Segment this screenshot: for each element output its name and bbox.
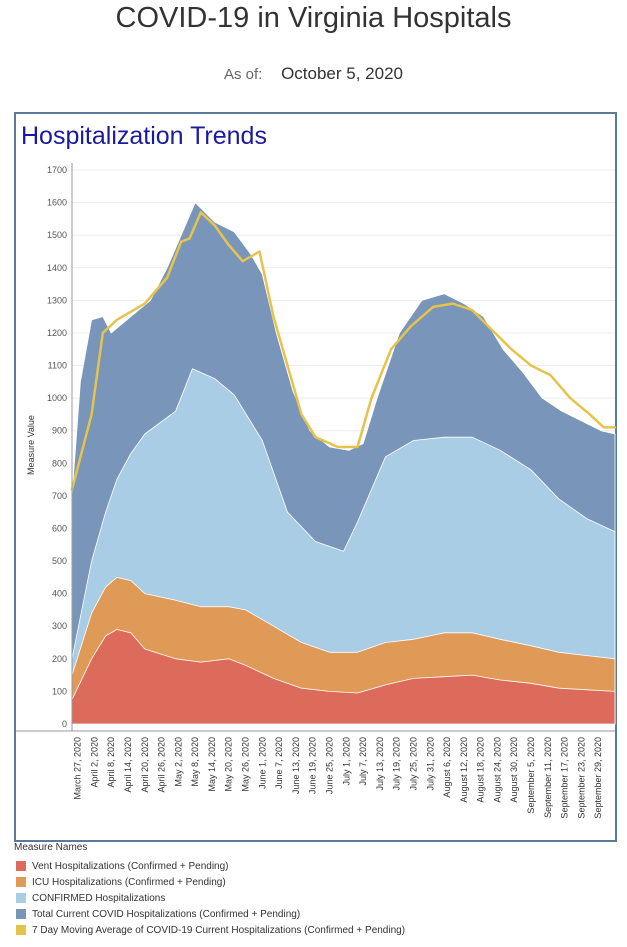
y-tick-label: 1700	[47, 165, 67, 175]
x-tick-label: June 13, 2020	[291, 737, 301, 794]
y-tick-label: 1300	[47, 295, 67, 305]
x-tick-label: August 12, 2020	[459, 737, 469, 803]
y-axis-ticks: 0 100 200 300 400 500 600 700 800 900 1000 1100 1200…	[47, 165, 67, 729]
x-tick-label: June 7, 2020	[274, 737, 284, 789]
x-tick-label: July 31, 2020	[425, 737, 435, 791]
y-tick-label: 600	[52, 523, 67, 533]
x-tick-label: August 24, 2020	[492, 737, 502, 803]
legend-item[interactable]: 7 Day Moving Average of COVID-19 Current…	[14, 922, 614, 938]
x-tick-label: August 30, 2020	[509, 737, 519, 803]
y-tick-label: 300	[52, 621, 67, 631]
x-tick-label: September 23, 2020	[576, 737, 586, 819]
as-of-row: As of: October 5, 2020	[0, 64, 627, 84]
moving-average-line[interactable]	[70, 211, 617, 491]
legend-swatch	[16, 925, 26, 935]
y-tick-label: 200	[52, 654, 67, 664]
line-series	[70, 211, 617, 491]
y-tick-label: 100	[52, 686, 67, 696]
x-tick-label: July 19, 2020	[392, 737, 402, 791]
y-axis-label: Measure Value	[26, 415, 36, 475]
legend-label: Total Current COVID Hospitalizations (Co…	[32, 908, 301, 920]
legend-label: CONFIRMED Hospitalizations	[32, 892, 166, 904]
y-tick-label: 1000	[47, 393, 67, 403]
legend-item[interactable]: ICU Hospitalizations (Confirmed + Pendin…	[14, 874, 614, 890]
legend-items: Vent Hospitalizations (Confirmed + Pendi…	[14, 858, 614, 938]
y-tick-label: 900	[52, 426, 67, 436]
axes	[16, 163, 615, 732]
y-tick-label: 0	[62, 719, 67, 729]
hospitalization-trends-chart[interactable]: 0 100 200 300 400 500 600 700 800 900 1000 1100 1200…	[0, 0, 627, 842]
y-tick-label: 1200	[47, 328, 67, 338]
as-of-label: As of:	[223, 66, 263, 83]
legend: Measure Names Vent Hospitalizations (Con…	[14, 842, 614, 938]
x-tick-label: July 7, 2020	[358, 737, 368, 786]
x-tick-label: March 27, 2020	[73, 737, 83, 800]
x-tick-label: May 2, 2020	[173, 737, 183, 787]
x-tick-label: May 26, 2020	[241, 737, 251, 792]
y-tick-label: 1400	[47, 263, 67, 273]
x-tick-label: May 20, 2020	[224, 737, 234, 792]
x-tick-label: August 6, 2020	[442, 737, 452, 798]
area-vent[interactable]	[71, 629, 616, 725]
legend-item[interactable]: Vent Hospitalizations (Confirmed + Pendi…	[14, 858, 614, 874]
y-tick-label: 1500	[47, 230, 67, 240]
x-tick-label: September 5, 2020	[526, 737, 536, 814]
legend-label: Vent Hospitalizations (Confirmed + Pendi…	[32, 860, 229, 872]
legend-swatch	[16, 861, 26, 871]
chart-title: Hospitalization Trends	[21, 122, 267, 150]
y-tick-label: 800	[52, 458, 67, 468]
legend-swatch	[16, 909, 26, 919]
x-tick-label: April 26, 2020	[157, 737, 167, 793]
x-tick-label: April 2, 2020	[89, 737, 99, 788]
x-tick-label: September 17, 2020	[560, 737, 570, 819]
legend-title: Measure Names	[14, 842, 88, 853]
y-tick-label: 400	[52, 589, 67, 599]
page-title: COVID-19 in Virginia Hospitals	[115, 2, 512, 34]
y-tick-label: 1100	[48, 361, 67, 371]
legend-swatch	[16, 877, 26, 887]
x-tick-label: June 1, 2020	[257, 737, 267, 789]
x-axis-ticks: March 27, 2020 April 2, 2020 April 8, 2020…	[73, 737, 604, 819]
x-tick-label: April 8, 2020	[106, 737, 116, 788]
x-tick-label: May 8, 2020	[190, 737, 200, 787]
x-tick-label: September 29, 2020	[593, 737, 603, 819]
area-series	[71, 202, 616, 725]
x-tick-label: April 14, 2020	[123, 737, 133, 793]
legend-label: ICU Hospitalizations (Confirmed + Pendin…	[32, 876, 226, 888]
y-tick-label: 700	[52, 491, 67, 501]
x-tick-label: July 25, 2020	[409, 737, 419, 791]
y-tick-label: 1600	[47, 198, 67, 208]
legend-item[interactable]: Total Current COVID Hospitalizations (Co…	[14, 906, 614, 922]
legend-item[interactable]: CONFIRMED Hospitalizations	[14, 890, 614, 906]
x-tick-label: May 14, 2020	[207, 737, 217, 792]
legend-label: 7 Day Moving Average of COVID-19 Current…	[32, 924, 406, 936]
y-tick-label: 500	[52, 556, 67, 566]
x-tick-label: July 13, 2020	[375, 737, 385, 791]
x-tick-label: July 1, 2020	[341, 737, 351, 786]
legend-swatch	[16, 893, 26, 903]
x-tick-label: September 11, 2020	[543, 737, 553, 818]
x-tick-label: June 25, 2020	[325, 737, 335, 794]
x-tick-label: April 20, 2020	[140, 737, 150, 793]
as-of-date: October 5, 2020	[281, 64, 403, 83]
x-tick-label: June 19, 2020	[308, 737, 318, 794]
x-tick-label: August 18, 2020	[476, 737, 486, 803]
